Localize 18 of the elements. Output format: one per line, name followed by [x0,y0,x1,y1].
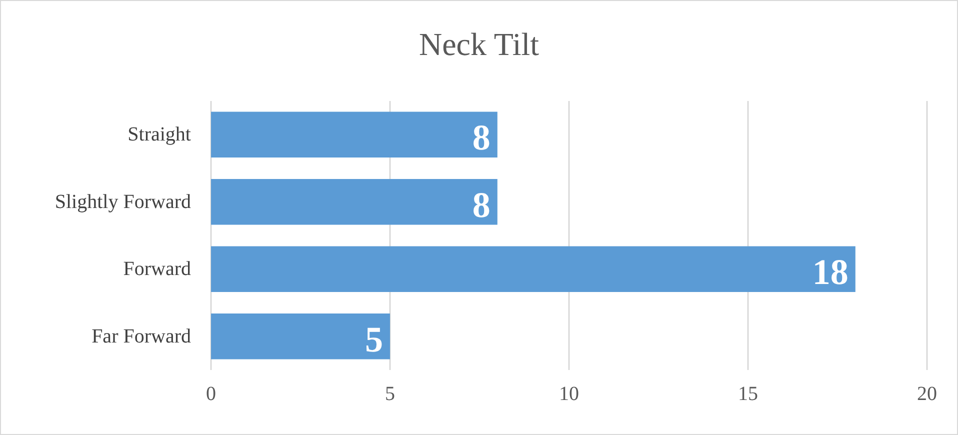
x-tick-label: 0 [206,383,216,405]
bar [211,179,498,225]
y-tick-label: Forward [123,258,191,280]
data-label: 18 [812,252,848,292]
y-tick-label: Far Forward [92,325,191,348]
bar [211,314,390,360]
y-tick-label: Straight [128,124,192,146]
data-label: 8 [472,118,490,158]
bar [211,246,856,292]
x-tick-label: 5 [385,383,395,405]
data-label: 8 [472,184,490,225]
x-tick-label: 10 [559,383,579,405]
x-tick-label: 20 [917,383,937,405]
x-tick-label: 15 [738,383,758,405]
chart-title: Neck Tilt [418,26,540,62]
bar [211,112,498,158]
y-tick-label: Slightly Forward [54,190,191,213]
data-label: 5 [365,319,383,360]
